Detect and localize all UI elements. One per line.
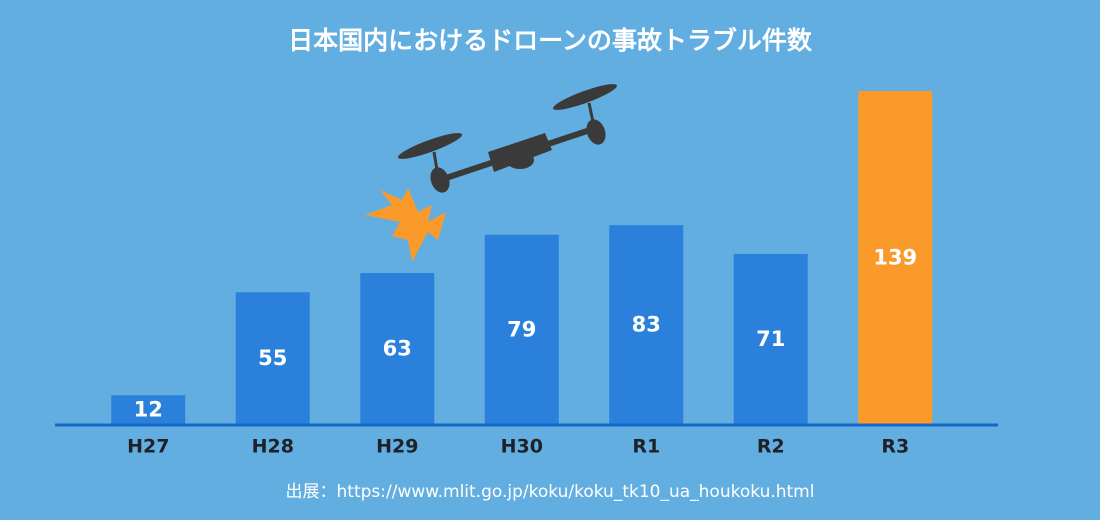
x-tick-label: R1 (632, 436, 660, 458)
value-label: 83 (632, 313, 661, 337)
drone-illustration (365, 84, 618, 262)
x-tick-label: H30 (501, 436, 543, 458)
value-label: 63 (383, 337, 412, 361)
value-label: 55 (258, 346, 287, 370)
bar (609, 225, 684, 424)
source-note: 出展：https://www.mlit.go.jp/koku/koku_tk10… (286, 482, 815, 502)
value-label: 79 (507, 317, 536, 341)
x-tick-label: H27 (127, 436, 169, 458)
value-label: 12 (134, 398, 163, 422)
value-label: 139 (873, 246, 917, 270)
x-tick-label: R3 (881, 436, 909, 458)
bar (111, 395, 186, 424)
bar (235, 292, 310, 424)
x-tick-label: R2 (757, 436, 785, 458)
bar (733, 253, 808, 424)
bar (484, 234, 559, 424)
bar (858, 91, 933, 424)
x-tick-label: H29 (376, 436, 418, 458)
value-label: 71 (756, 327, 785, 351)
bar (360, 273, 435, 424)
chart-title: 日本国内におけるドローンの事故トラブル件数 (288, 26, 813, 55)
x-tick-label: H28 (252, 436, 294, 458)
